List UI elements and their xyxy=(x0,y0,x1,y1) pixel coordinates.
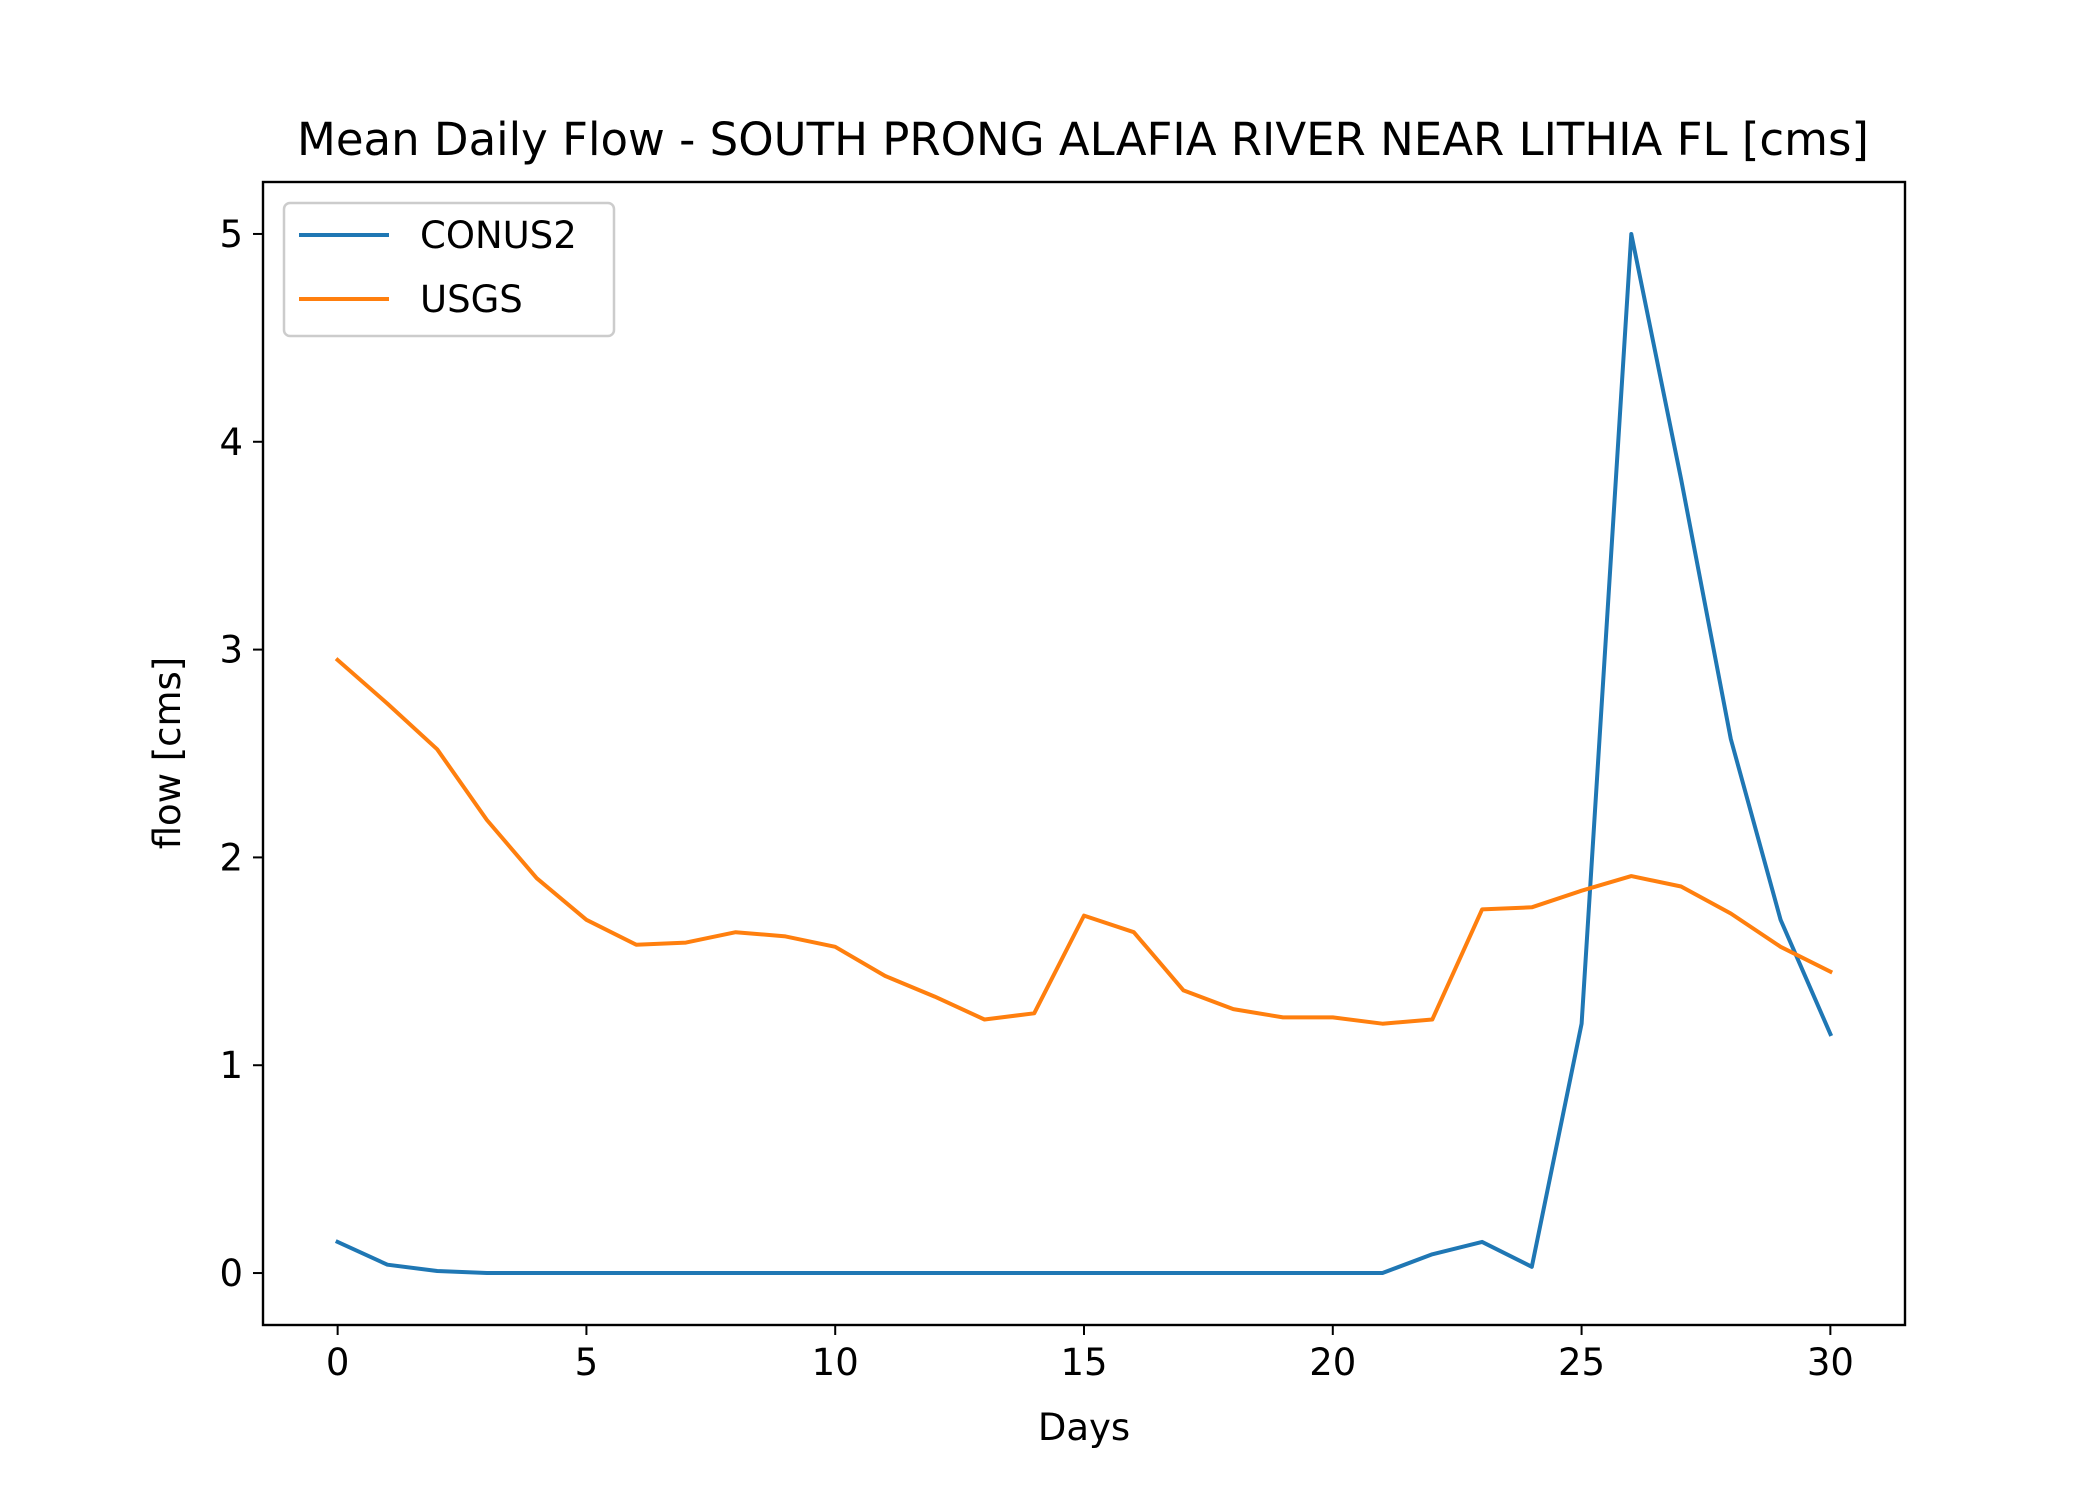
y-axis-label: flow [cms] xyxy=(146,657,189,850)
y-tick-label: 4 xyxy=(219,421,243,464)
x-tick-label: 30 xyxy=(1807,1341,1854,1384)
x-axis-label: Days xyxy=(1038,1406,1130,1449)
plot-frame xyxy=(261,180,1907,1327)
x-tick-label: 0 xyxy=(326,1341,350,1384)
y-tick-label: 0 xyxy=(219,1252,243,1295)
x-tick-label: 15 xyxy=(1060,1341,1107,1384)
legend-label-conus2: CONUS2 xyxy=(420,214,577,257)
x-tick-label: 20 xyxy=(1309,1341,1356,1384)
y-tick-label: 1 xyxy=(219,1044,243,1087)
x-axis: 0 5 10 15 20 25 30 xyxy=(326,1325,1854,1384)
chart-title: Mean Daily Flow - SOUTH PRONG ALAFIA RIV… xyxy=(297,113,1869,166)
series-line-usgs xyxy=(334,657,1834,1026)
series-layer xyxy=(334,232,1834,1275)
x-tick-label: 5 xyxy=(575,1341,599,1384)
series-line-conus2 xyxy=(334,232,1834,1275)
x-tick-label: 25 xyxy=(1558,1341,1605,1384)
y-axis: 0 1 2 3 4 5 xyxy=(219,213,263,1295)
y-tick-label: 2 xyxy=(219,836,243,879)
legend-label-usgs: USGS xyxy=(420,278,523,321)
y-tick-label: 3 xyxy=(219,629,243,672)
y-tick-label: 5 xyxy=(219,213,243,256)
x-tick-label: 10 xyxy=(812,1341,859,1384)
legend: CONUS2 USGS xyxy=(282,201,616,338)
plot-area xyxy=(261,180,1907,1327)
